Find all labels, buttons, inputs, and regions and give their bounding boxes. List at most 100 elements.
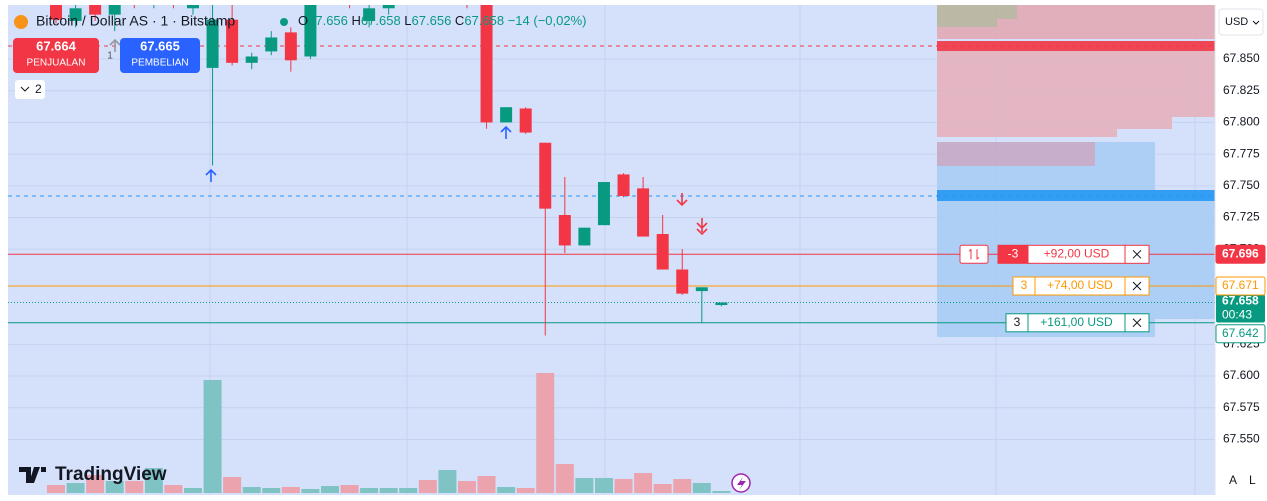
y-tick-label: 67.575 [1223, 400, 1260, 414]
candle-body [206, 19, 219, 68]
candle-body [695, 287, 708, 292]
axis-button[interactable]: L [1249, 473, 1256, 487]
watermark: TradingView [55, 464, 167, 485]
volume-bar [320, 486, 339, 493]
tv-logo [19, 467, 46, 483]
sell-button[interactable] [13, 38, 99, 73]
candle-body [617, 174, 630, 196]
chevron [20, 86, 30, 92]
candle-body [304, 5, 317, 57]
volume-bar [281, 487, 300, 493]
position-price: 67.696 [1222, 246, 1259, 260]
ohlc-value: 67.658 [464, 13, 504, 28]
volume-bar [86, 475, 105, 493]
candle-body [89, 5, 102, 15]
ohlc-key: C [455, 13, 464, 28]
volume-bar [692, 483, 711, 493]
candle-body [245, 56, 258, 63]
candle-body [558, 215, 571, 246]
reverse-button[interactable] [959, 244, 989, 264]
layers-button[interactable] [15, 80, 45, 99]
buy-price: 67.665 [140, 38, 180, 53]
volume-bar [47, 485, 65, 493]
symbol-title: Bitcoin / Dollar AS · 1 · Bitstamp [36, 13, 235, 29]
volume-bar [536, 373, 555, 493]
volume-bar [144, 468, 163, 493]
chevron [1252, 20, 1260, 25]
candle-body [69, 8, 82, 21]
last-price-label: 67.658 [1222, 294, 1259, 308]
volume-bar [712, 491, 731, 493]
candle-body [676, 269, 689, 294]
volume-bar [301, 489, 320, 493]
candle-body [284, 32, 297, 61]
position-price: 67.642 [1222, 326, 1259, 340]
candle-body [500, 107, 513, 123]
volume-bar [594, 478, 613, 493]
ohlc-value: 67.656 [308, 13, 348, 28]
position-price: 67.671 [1222, 278, 1259, 292]
volume-bar [634, 473, 653, 493]
ohlc-key: L [404, 13, 411, 28]
market-status [280, 18, 288, 26]
buy-button[interactable] [120, 38, 200, 73]
ohlc-value: 67.656 [412, 13, 452, 28]
reverse-icon [968, 248, 980, 260]
y-tick-label: 67.600 [1223, 368, 1260, 382]
y-tick-label: 67.725 [1223, 210, 1260, 224]
sell-price: 67.664 [36, 38, 77, 53]
ohlc-key: H [352, 13, 361, 28]
countdown: 00:43 [1222, 308, 1252, 322]
candle-body [715, 302, 728, 306]
y-tick-label: 67.550 [1223, 432, 1260, 446]
candle-body [363, 8, 376, 21]
volume-bar [66, 483, 85, 493]
spread: 1 [107, 51, 113, 62]
volume-bar [575, 478, 594, 493]
volume-bar [673, 479, 692, 493]
volume-bar [340, 485, 359, 493]
volume-bar [203, 380, 222, 493]
volume-bar [125, 481, 144, 493]
volume-bar [477, 476, 496, 493]
y-tick-label: 67.825 [1223, 83, 1260, 97]
position-pnl: +92,00 USD [1044, 246, 1110, 260]
candle-body [50, 5, 62, 20]
volume-bar [360, 488, 379, 493]
volume-bar [555, 464, 574, 493]
volume-bar [399, 488, 418, 493]
sell-label: PENJUALAN [27, 58, 86, 69]
volume-bar [418, 480, 437, 493]
volume-bar [262, 488, 281, 493]
position-pnl: +74,00 USD [1047, 278, 1113, 292]
position-qty: -3 [1008, 246, 1019, 260]
currency-button[interactable] [1218, 8, 1264, 36]
candle-body [186, 5, 199, 9]
bolt [737, 477, 746, 490]
candle-body [108, 5, 121, 15]
ohlc-key: O [298, 13, 308, 28]
currency: USD [1225, 16, 1248, 28]
candle-body [637, 188, 650, 237]
close-icon [1132, 249, 1142, 259]
candle-body [578, 227, 591, 246]
volume-bar [457, 481, 476, 493]
volume-bar [614, 479, 633, 493]
volume-bar [183, 488, 202, 493]
candle-body [480, 5, 493, 123]
buy-label: PEMBELIAN [131, 58, 188, 69]
candle-body [656, 234, 669, 270]
position-price-tag [1215, 244, 1266, 264]
volume-bar [242, 487, 261, 493]
trade-arrows [109, 38, 708, 236]
candle-body [265, 37, 278, 52]
axis-button[interactable]: A [1229, 473, 1237, 487]
volume-bar [516, 488, 535, 493]
candle-body [597, 182, 610, 226]
last-price-tag [1216, 294, 1265, 323]
candle-body [539, 142, 552, 209]
position-qty: 3 [1014, 315, 1021, 329]
volume-bar [497, 487, 516, 493]
candle-body [519, 108, 532, 133]
